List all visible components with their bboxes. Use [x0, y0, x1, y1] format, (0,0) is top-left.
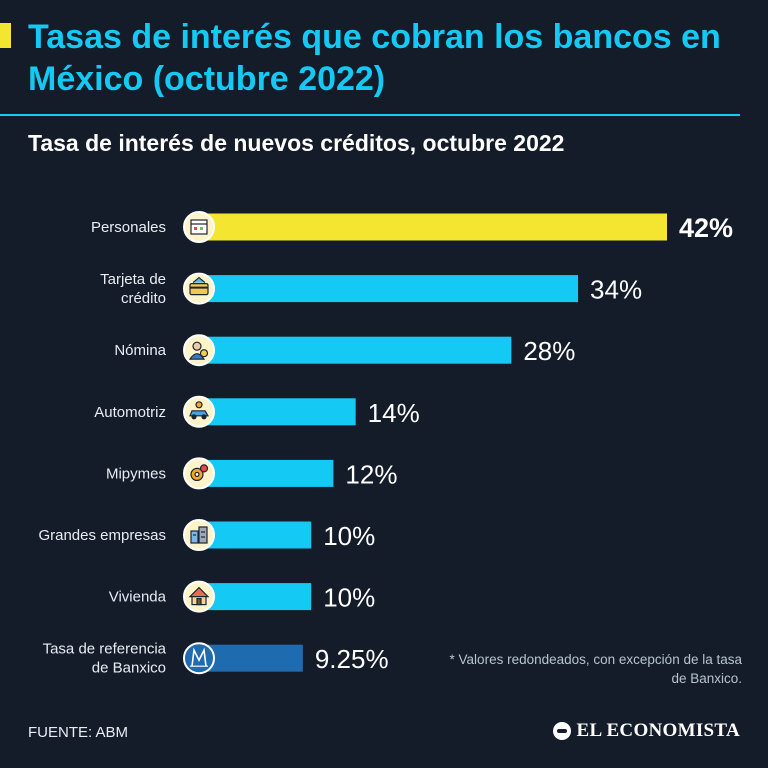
value-label-3: 14%	[368, 398, 420, 428]
value-label-2: 28%	[523, 336, 575, 366]
category-label-4-line-0: Mipymes	[106, 465, 166, 482]
category-label-5-line-0: Grandes empresas	[38, 527, 166, 544]
house-icon	[183, 580, 215, 613]
category-label-5: Grandes empresas	[38, 527, 166, 544]
category-label-3: Automotriz	[94, 404, 166, 421]
gears-icon	[183, 457, 215, 490]
bar-1	[200, 275, 579, 303]
category-label-2: Nómina	[114, 342, 166, 359]
brand-logo-icon	[552, 722, 571, 740]
category-label-1-line-1: crédito	[121, 290, 166, 307]
bar-3	[200, 398, 356, 426]
value-label-7: 9.25%	[315, 644, 389, 674]
category-label-0-line-0: Personales	[91, 219, 166, 236]
bar-7	[200, 644, 303, 672]
category-label-7-line-0: Tasa de referencia	[43, 641, 167, 658]
calendar-icon	[183, 211, 215, 243]
bar-2	[200, 336, 512, 364]
bar-0	[200, 213, 667, 241]
value-label-6: 10%	[323, 583, 375, 613]
category-label-4: Mipymes	[106, 465, 166, 482]
title-divider	[0, 114, 740, 116]
bar-5	[200, 521, 312, 549]
car-icon	[183, 395, 215, 428]
value-label-5: 10%	[323, 521, 375, 551]
category-label-7: Tasa de referencia de Banxico	[43, 641, 167, 677]
worker-icon	[183, 334, 215, 367]
credit-card-icon	[183, 272, 215, 305]
brand-logo: EL ECONOMISTA	[552, 720, 741, 742]
value-label-0: 42%	[679, 213, 733, 243]
page-title: Tasas de interés que cobran los bancos e…	[28, 18, 721, 98]
category-label-1-line-0: Tarjeta de	[100, 271, 166, 288]
bar-6	[200, 583, 312, 611]
chart-subtitle: Tasa de interés de nuevos créditos, octu…	[28, 130, 565, 156]
category-label-2-line-0: Nómina	[114, 342, 166, 359]
category-label-1: Tarjeta de crédito	[100, 271, 166, 307]
footnote: * Valores redondeados, con excepción de …	[449, 652, 742, 686]
source-label: FUENTE: ABM	[28, 724, 129, 741]
category-label-6-line-0: Vivienda	[109, 589, 167, 606]
bar-4	[200, 459, 334, 487]
buildings-icon	[183, 519, 215, 551]
category-label-7-line-1: de Banxico	[92, 660, 166, 677]
brand-logo-text: EL ECONOMISTA	[576, 720, 740, 741]
category-label-3-line-0: Automotriz	[94, 404, 166, 421]
value-label-4: 12%	[345, 459, 397, 489]
value-label-1: 34%	[590, 275, 642, 305]
category-label-6: Vivienda	[109, 589, 167, 606]
banxico-icon	[183, 642, 215, 675]
title-accent-bar	[0, 23, 11, 48]
category-label-0: Personales	[91, 219, 166, 236]
